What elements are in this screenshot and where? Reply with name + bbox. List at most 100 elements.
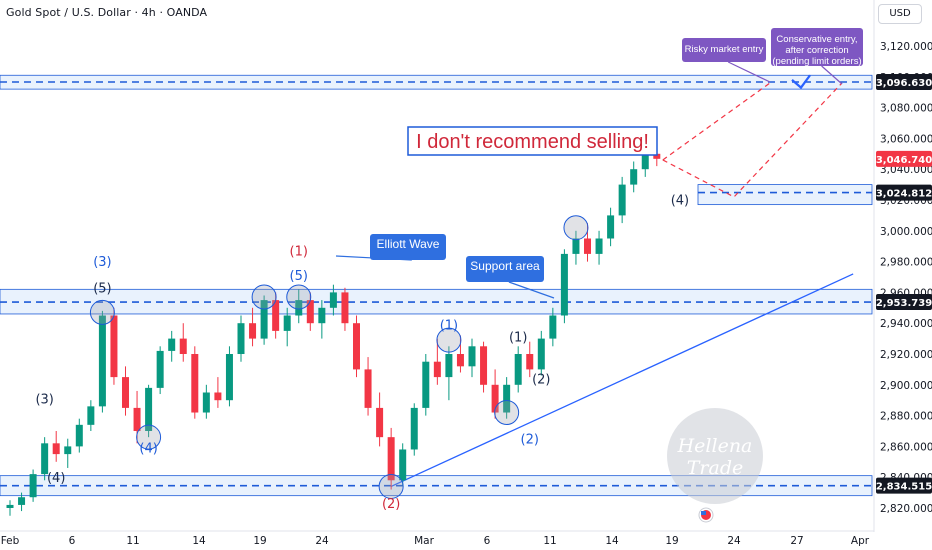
candle-body[interactable]: [630, 169, 638, 185]
candle-body[interactable]: [491, 384, 499, 413]
candle-body[interactable]: [52, 443, 60, 455]
candle-body[interactable]: [503, 384, 511, 413]
candle-body[interactable]: [399, 449, 407, 481]
candle-body[interactable]: [225, 354, 233, 401]
wave-label: (2): [532, 372, 550, 387]
x-tick-label: 24: [727, 535, 741, 547]
candle-body[interactable]: [191, 354, 199, 413]
candle-body[interactable]: [387, 437, 395, 481]
candle-body[interactable]: [18, 497, 26, 505]
candle-body[interactable]: [607, 215, 615, 239]
candle-body[interactable]: [133, 407, 141, 431]
callout-elliott-wave: Elliott Wave: [335, 234, 446, 261]
wave-label: (4): [47, 471, 65, 486]
candle-body[interactable]: [329, 292, 337, 308]
candle-body[interactable]: [6, 504, 14, 508]
candle-body[interactable]: [353, 323, 360, 370]
candle-body[interactable]: [122, 377, 129, 408]
headline-box: [407, 126, 658, 156]
candle-body[interactable]: [318, 307, 326, 324]
candle-body[interactable]: [272, 300, 280, 331]
x-tick-label: 6: [484, 535, 491, 547]
x-tick-label: 27: [790, 535, 803, 547]
trendline: [390, 273, 854, 488]
callout-support-area-text: Support area: [470, 259, 540, 273]
candle-body[interactable]: [514, 354, 522, 385]
price-label-box: [876, 184, 932, 201]
wave-label: (5): [93, 281, 111, 296]
candle-body[interactable]: [410, 407, 418, 450]
candle-body[interactable]: [572, 238, 580, 254]
candle-body[interactable]: [641, 153, 649, 170]
candle-body[interactable]: [260, 300, 268, 339]
candle-body[interactable]: [468, 346, 476, 367]
callout-elliott-wave-text: Elliott Wave: [377, 237, 440, 251]
candle-body[interactable]: [64, 446, 72, 455]
candle-body[interactable]: [29, 474, 37, 498]
price-label-box: [876, 477, 932, 494]
x-tick-label: 14: [192, 535, 206, 547]
wave-label: (1): [290, 244, 308, 259]
candle-body[interactable]: [422, 361, 430, 408]
price-label: 3,096.630: [876, 78, 932, 89]
candle-body[interactable]: [145, 387, 153, 431]
currency-button[interactable]: USD: [878, 4, 922, 24]
candle-body[interactable]: [87, 406, 95, 425]
candle-body[interactable]: [480, 346, 488, 385]
callout-risky-entry-pointer: [727, 61, 771, 83]
y-tick-label: 2,900.000: [880, 380, 932, 392]
callout-conservative-entry-pointer: [821, 65, 843, 85]
candle-body[interactable]: [433, 361, 441, 378]
candle-body[interactable]: [376, 407, 384, 438]
callout-elliott-wave-box: [370, 234, 446, 260]
candle-body[interactable]: [98, 315, 106, 407]
wave-label: (2): [382, 497, 400, 512]
wave-circle: [436, 327, 462, 353]
wave-label: (5): [290, 269, 308, 284]
candle-body[interactable]: [537, 338, 545, 370]
candle-body[interactable]: [249, 323, 257, 339]
watermark-text: Hellena: [677, 435, 753, 457]
candle-body[interactable]: [156, 350, 164, 388]
wave-label: (1): [509, 331, 527, 346]
wave-circle: [378, 473, 404, 499]
x-tick-label: 11: [543, 535, 556, 547]
candle-body[interactable]: [237, 323, 245, 354]
candle-body[interactable]: [618, 184, 626, 216]
projection-conservative: [662, 82, 843, 198]
candle-body[interactable]: [341, 292, 349, 324]
candle-body[interactable]: [214, 392, 222, 401]
candle-body[interactable]: [653, 153, 661, 159]
candle-body[interactable]: [526, 354, 534, 370]
candle-body[interactable]: [75, 424, 83, 447]
candle-body[interactable]: [202, 392, 210, 413]
candle-body[interactable]: [364, 369, 372, 408]
callout-conservative-entry: Conservative entry,after correction(pend…: [771, 28, 863, 85]
candle-body[interactable]: [41, 443, 49, 475]
candle-body[interactable]: [456, 354, 464, 367]
candle-body[interactable]: [110, 315, 118, 378]
candle-body[interactable]: [445, 354, 453, 378]
symbol-header: Gold Spot / U.S. Dollar · 4h · OANDA: [6, 6, 208, 19]
candle-body[interactable]: [560, 253, 568, 316]
x-tick-label: 11: [126, 535, 139, 547]
candle-body[interactable]: [179, 338, 187, 354]
candle-body[interactable]: [283, 315, 291, 331]
y-tick-label: 2,980.000: [880, 257, 932, 269]
y-tick-label: 3,040.000: [880, 164, 932, 176]
wave-label: (3): [35, 392, 53, 407]
price-label: 2,834.515: [876, 482, 932, 493]
wave-label: (4): [139, 442, 157, 457]
watermark-text: Trade: [687, 457, 744, 479]
candle-body[interactable]: [595, 238, 603, 254]
candle-body[interactable]: [306, 300, 314, 324]
callout-risky-entry: Risky market entry: [682, 38, 771, 83]
x-tick-label: 14: [605, 535, 619, 547]
candle-body[interactable]: [295, 300, 303, 316]
y-tick-label: 3,120.000: [880, 41, 932, 53]
candle-body[interactable]: [168, 338, 176, 351]
candle-body[interactable]: [584, 238, 591, 254]
watermark-circle: [667, 408, 763, 504]
candle-body[interactable]: [549, 315, 557, 339]
